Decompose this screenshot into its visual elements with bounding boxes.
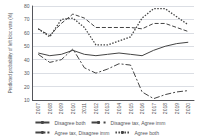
svg-text:2016: 2016: [139, 103, 145, 114]
svg-text:20: 20: [24, 84, 30, 90]
svg-text:30: 30: [24, 70, 30, 76]
svg-text:Disagree tax, Agree imm: Disagree tax, Agree imm: [111, 120, 166, 126]
svg-text:Disagree both: Disagree both: [54, 120, 85, 126]
svg-text:2018: 2018: [162, 103, 168, 114]
svg-text:2012: 2012: [93, 103, 99, 114]
svg-text:2008: 2008: [47, 103, 53, 114]
svg-text:2014: 2014: [116, 103, 122, 114]
svg-text:2013: 2013: [104, 103, 110, 114]
svg-text:2007: 2007: [35, 103, 41, 114]
svg-text:70: 70: [24, 16, 30, 22]
svg-text:2009: 2009: [58, 103, 64, 114]
svg-text:2010: 2010: [70, 103, 76, 114]
svg-text:2017: 2017: [151, 103, 157, 114]
svg-text:40: 40: [24, 57, 30, 63]
svg-text:Agree tax, Disagree imm: Agree tax, Disagree imm: [54, 130, 109, 136]
svg-text:80: 80: [24, 3, 30, 9]
svg-text:50: 50: [24, 43, 30, 49]
svg-text:2015: 2015: [128, 103, 134, 114]
svg-text:60: 60: [24, 30, 30, 36]
svg-text:Predicted probability of left: Predicted probability of left bloc vote …: [8, 12, 13, 93]
svg-text:2011: 2011: [81, 103, 87, 114]
svg-text:2020: 2020: [185, 103, 191, 114]
svg-text:Agree both: Agree both: [134, 130, 159, 136]
svg-text:2019: 2019: [174, 103, 180, 114]
svg-text:10: 10: [24, 97, 30, 103]
